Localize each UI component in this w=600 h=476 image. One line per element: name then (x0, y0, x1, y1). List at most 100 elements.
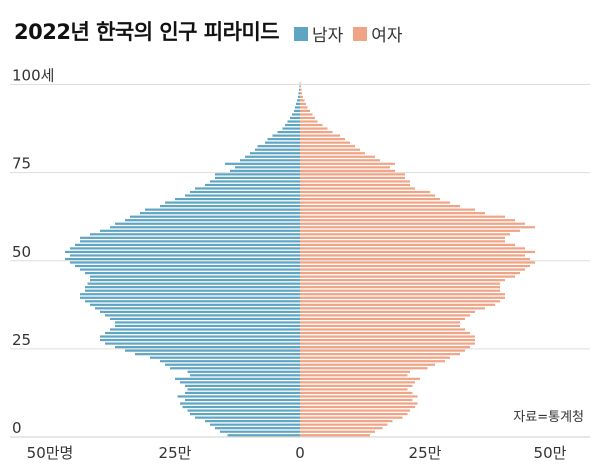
bar-female (300, 123, 323, 127)
bar-male (225, 162, 300, 165)
bar-female (300, 106, 308, 109)
bar-female (300, 346, 470, 349)
bar-female (300, 148, 360, 151)
bar-female (300, 321, 460, 324)
bar-male (290, 116, 300, 120)
bar-female (300, 138, 345, 141)
bar-male (210, 423, 300, 426)
bar-female (300, 229, 520, 232)
bar-female (300, 162, 395, 165)
bar-male (140, 212, 300, 215)
bar-female (300, 85, 301, 88)
bar-female (300, 166, 390, 169)
bar-male (110, 317, 300, 321)
bar-female (300, 219, 515, 222)
bar-male (145, 208, 300, 211)
bar-female (300, 289, 500, 292)
bar-female (300, 391, 413, 395)
bar-female (300, 374, 408, 377)
legend-label-male: 남자 (312, 26, 344, 46)
bar-female (300, 215, 505, 218)
bar-male (90, 303, 300, 306)
bar-female (300, 427, 383, 430)
bar-female (300, 236, 505, 239)
bar-male (267, 138, 300, 141)
bar-male (65, 257, 300, 261)
bar-male (160, 205, 300, 208)
bar-male (205, 420, 300, 423)
bar-male (115, 324, 300, 328)
bar-female (300, 257, 530, 261)
bar-male (165, 363, 300, 366)
bar-male (187, 370, 300, 373)
y-tick-label: 25 (12, 331, 31, 349)
bar-male (272, 134, 300, 137)
bar-female (300, 212, 485, 215)
x-tick-label-center: 0 (295, 444, 305, 462)
bar-male (235, 166, 300, 169)
bar-female (300, 412, 408, 416)
bar-female (300, 201, 450, 204)
bar-male (85, 300, 300, 303)
bar-female (300, 81, 301, 84)
bar-male (90, 275, 300, 278)
bar-male (110, 226, 300, 229)
bar-female (300, 356, 450, 359)
bar-male (100, 335, 300, 338)
bar-female (300, 176, 405, 180)
bar-male (250, 152, 300, 155)
bar-male (240, 159, 300, 162)
bar-female (300, 331, 470, 335)
chart-title: 2022년 한국의 인구 피라미드 (14, 20, 280, 44)
bar-female (300, 363, 435, 366)
bar-female (300, 92, 302, 95)
bar-female (300, 300, 500, 303)
bar-male (65, 250, 300, 254)
bar-female (300, 95, 303, 98)
bar-male (195, 416, 300, 419)
bar-male (180, 402, 300, 405)
x-tick-label-left: 25만 (159, 444, 192, 462)
bar-male (299, 88, 300, 91)
bar-female (300, 99, 305, 102)
bar-female (300, 152, 365, 155)
bar-male (265, 141, 300, 144)
bar-male (257, 145, 300, 148)
bar-male (195, 187, 300, 190)
bar-female (300, 303, 495, 306)
bar-male (296, 102, 300, 105)
bar-male (295, 106, 300, 109)
bar-female (300, 370, 410, 373)
bar-female (300, 367, 428, 370)
bar-female (300, 197, 440, 201)
bar-male (85, 271, 300, 275)
bar-female (300, 222, 525, 225)
bar-female (300, 293, 505, 296)
bar-male (105, 342, 300, 345)
bar-male (210, 180, 300, 183)
bar-male (294, 109, 300, 113)
bar-male (85, 286, 300, 289)
bar-female (300, 423, 388, 426)
bar-male (182, 405, 300, 409)
bar-female (300, 127, 328, 130)
bar-male (185, 194, 300, 197)
bar-male (125, 349, 300, 352)
bar-male (105, 314, 300, 317)
bar-male (105, 331, 300, 335)
bar-male (187, 409, 300, 412)
bar-female (300, 120, 318, 123)
bar-female (300, 109, 310, 113)
bar-male (175, 197, 300, 201)
bar-female (300, 180, 410, 183)
bar-female (300, 187, 415, 190)
bar-male (205, 183, 300, 187)
bar-female (300, 398, 413, 402)
bar-female (300, 247, 525, 250)
bar-male (185, 398, 300, 402)
bar-female (300, 254, 525, 257)
bar-male (70, 261, 300, 264)
bar-male (80, 268, 300, 271)
bar-male (292, 113, 300, 116)
bar-male (110, 328, 300, 331)
